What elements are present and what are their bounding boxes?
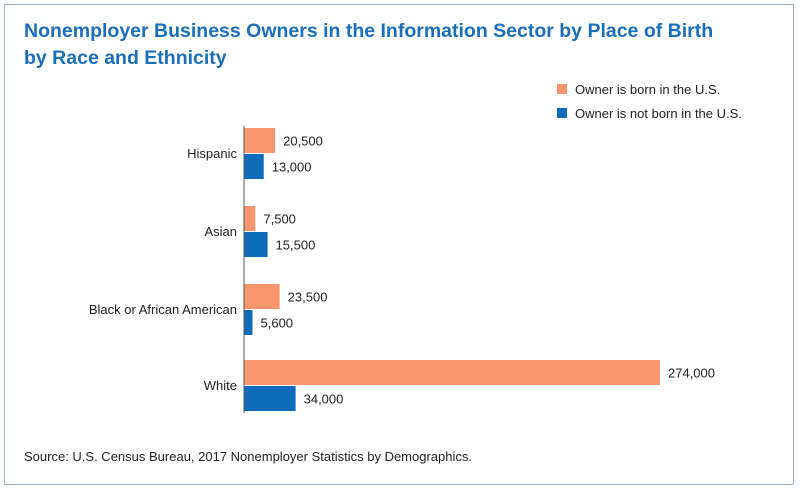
bar-born-us-3 (244, 360, 660, 385)
value-labels: 20,500 13,000 7,500 15,500 23,500 5,600 274,00… (261, 134, 715, 407)
data-label-not-born-us-0: 13,000 (272, 160, 312, 175)
bar-not-born-us-2 (244, 310, 253, 335)
category-labels: Hispanic Asian Black or African American Wh… (89, 146, 238, 393)
bar-not-born-us-3 (244, 386, 296, 411)
data-label-not-born-us-2: 5,600 (261, 316, 294, 331)
source-note: Source: U.S. Census Bureau, 2017 Nonempl… (24, 449, 472, 464)
chart-frame (4, 4, 794, 485)
legend: Owner is born in the U.S. Owner is not bo… (557, 82, 742, 121)
bar-born-us-1 (244, 206, 256, 231)
chart-title: Nonemployer Business Owners in the Infor… (24, 20, 714, 69)
category-label-2: Black or African American (89, 302, 237, 317)
category-label-0: Hispanic (187, 146, 237, 161)
data-label-not-born-us-3: 34,000 (304, 392, 344, 407)
category-label-3: White (204, 378, 237, 393)
bar-group (244, 128, 660, 411)
data-label-not-born-us-1: 15,500 (276, 238, 316, 253)
bar-born-us-2 (244, 284, 280, 309)
bar-not-born-us-1 (244, 232, 268, 257)
data-label-born-us-3: 274,000 (668, 366, 715, 381)
legend-swatch-born-us (557, 84, 567, 94)
legend-label-not-born-us: Owner is not born in the U.S. (575, 106, 742, 121)
category-label-1: Asian (204, 224, 237, 239)
bar-not-born-us-0 (244, 154, 264, 179)
bar-born-us-0 (244, 128, 276, 153)
data-label-born-us-2: 23,500 (288, 290, 328, 305)
legend-label-born-us: Owner is born in the U.S. (575, 82, 720, 97)
data-label-born-us-1: 7,500 (263, 212, 296, 227)
data-label-born-us-0: 20,500 (283, 134, 323, 149)
legend-swatch-not-born-us (557, 108, 567, 118)
